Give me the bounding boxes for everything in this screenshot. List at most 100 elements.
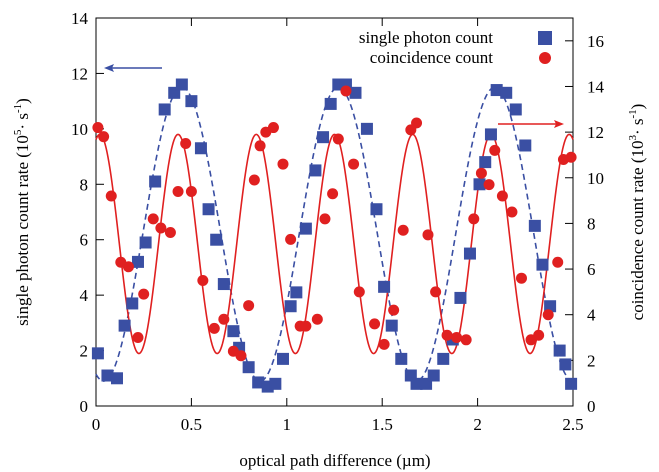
- coincidence-point: [92, 122, 104, 134]
- coincidence-point: [327, 188, 339, 200]
- legend-marker-coincidence: [539, 52, 551, 64]
- single-photon-point: [565, 377, 578, 390]
- single-photon-point: [437, 352, 450, 365]
- coincidence-point: [164, 227, 176, 239]
- y-left-tick-label: 4: [80, 286, 89, 305]
- single-photon-point: [360, 122, 373, 135]
- coincidence-point: [397, 224, 409, 236]
- coincidence-point: [98, 131, 110, 143]
- single-photon-point: [500, 86, 513, 99]
- single-photon-point: [317, 131, 330, 144]
- single-photon-point: [175, 78, 188, 91]
- y-axis-label-right: coincidence count rate (103· s-1): [627, 104, 647, 321]
- single-photon-point: [454, 291, 467, 304]
- single-photon-point: [349, 86, 362, 99]
- single-photon-point: [544, 300, 557, 313]
- coincidence-point: [138, 288, 150, 300]
- y-left-tick-label: 2: [80, 342, 89, 361]
- coincidence-point: [172, 185, 184, 197]
- x-tick-label: 2.5: [562, 415, 583, 434]
- single-photon-point: [473, 178, 486, 191]
- coincidence-point: [378, 338, 390, 350]
- y-left-label-prefix: single photon count rate (10: [13, 135, 32, 326]
- coincidence-point: [254, 140, 266, 152]
- single-photon-point: [290, 286, 303, 299]
- y-right-tick-label: 8: [587, 214, 596, 233]
- y-left-tick-label: 0: [80, 397, 89, 416]
- y-right-label-prefix: coincidence count rate (10: [628, 141, 647, 321]
- coincidence-point: [105, 190, 117, 202]
- single-photon-point: [284, 300, 297, 313]
- single-photon-point: [427, 369, 440, 382]
- single-photon-point: [395, 352, 408, 365]
- coincidence-point: [496, 190, 508, 202]
- single-photon-point: [217, 278, 230, 291]
- coincidence-point: [483, 179, 495, 191]
- single-photon-point: [101, 369, 114, 382]
- y-left-tick-label: 10: [71, 120, 88, 139]
- coincidence-point: [185, 185, 197, 197]
- legend: single photon count coincidence count: [359, 28, 552, 67]
- x-tick-label: 0.5: [181, 415, 202, 434]
- single-photon-point: [269, 377, 282, 390]
- coincidence-point: [468, 213, 480, 225]
- y-axis-label-left: single photon count rate (105· s-1): [12, 98, 32, 326]
- coincidence-point: [285, 233, 297, 245]
- coincidence-point: [348, 158, 360, 170]
- single-photon-point: [309, 164, 322, 177]
- single-photon-point: [242, 361, 255, 374]
- y-right-tick-label: 16: [587, 32, 604, 51]
- coincidence-point: [208, 322, 220, 334]
- coincidence-point: [353, 286, 365, 298]
- y-right-label-mid: · s: [628, 118, 647, 135]
- single-photon-point: [139, 236, 152, 249]
- x-tick-label: 1: [283, 415, 292, 434]
- single-photon-point: [210, 233, 223, 246]
- coincidence-fit-curve: [95, 133, 574, 355]
- coincidence-point: [422, 229, 434, 241]
- single-photon-point: [479, 156, 492, 169]
- coincidence-point: [300, 320, 312, 332]
- single-photon-point: [463, 247, 476, 260]
- x-tick-label: 2: [473, 415, 482, 434]
- single-photon-point: [118, 319, 131, 332]
- coincidence-point: [243, 300, 255, 312]
- single-photon-point: [378, 280, 391, 293]
- single-photon-point: [91, 347, 104, 360]
- y-left-tick-label: 6: [80, 231, 89, 250]
- coincidence-point: [451, 332, 463, 344]
- single-photon-point: [158, 103, 171, 116]
- single-photon-point: [370, 203, 383, 216]
- coincidence-point: [411, 117, 423, 129]
- left-axis-arrow-head: [104, 64, 114, 72]
- single-photon-point: [252, 376, 265, 389]
- single-photon-point: [490, 84, 503, 97]
- single-photon-point: [299, 222, 312, 235]
- coincidence-point: [533, 329, 545, 341]
- single-photon-point: [559, 358, 572, 371]
- coincidence-point: [248, 174, 260, 186]
- coincidence-point: [388, 304, 400, 316]
- single-photon-point: [227, 325, 240, 338]
- coincidence-point: [515, 272, 527, 284]
- x-axis-label: optical path difference (µm): [239, 451, 430, 470]
- single-photon-point: [484, 128, 497, 141]
- y-right-tick-label: 0: [587, 397, 596, 416]
- coincidence-point: [197, 274, 209, 286]
- y-right-label-exp: 3: [627, 135, 639, 141]
- coincidence-point: [332, 133, 344, 145]
- y-right-tick-label: 4: [587, 306, 596, 325]
- coincidence-point: [267, 122, 279, 134]
- y-right-tick-label: 12: [587, 123, 604, 142]
- single-photon-point: [536, 258, 549, 271]
- coincidence-point: [542, 309, 554, 321]
- coincidence-point: [430, 286, 442, 298]
- coincidence-point: [489, 144, 501, 156]
- y-left-label-exp: 5: [12, 129, 24, 135]
- coincidence-point: [132, 332, 144, 344]
- coincidence-point: [319, 213, 331, 225]
- coincidence-point: [441, 329, 453, 341]
- single-photon-point: [519, 139, 532, 152]
- legend-label-single: single photon count: [359, 28, 493, 47]
